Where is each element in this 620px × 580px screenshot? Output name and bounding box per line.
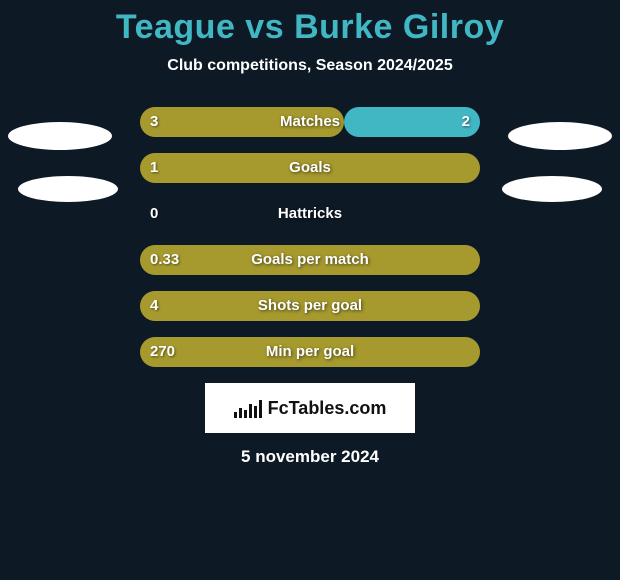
value-left: 270 [150, 337, 175, 367]
value-left: 1 [150, 153, 158, 183]
date-label: 5 november 2024 [0, 447, 620, 467]
stat-row: 0.33Goals per match [0, 245, 620, 275]
bar-left [140, 245, 480, 275]
value-right: 2 [462, 107, 470, 137]
bar-left [140, 153, 480, 183]
bar-left [140, 107, 344, 137]
value-left: 3 [150, 107, 158, 137]
value-left: 0 [150, 199, 158, 229]
stat-row: 4Shots per goal [0, 291, 620, 321]
value-left: 0.33 [150, 245, 179, 275]
bar-left [140, 291, 480, 321]
comparison-chart: 32Matches1Goals0Hattricks0.33Goals per m… [0, 107, 620, 367]
stat-row: 0Hattricks [0, 199, 620, 229]
stat-row: 270Min per goal [0, 337, 620, 367]
page-title: Teague vs Burke Gilroy [0, 0, 620, 47]
site-logo: FcTables.com [205, 383, 415, 433]
bar-left [140, 337, 480, 367]
stat-row: 1Goals [0, 153, 620, 183]
logo-text: FcTables.com [268, 398, 387, 419]
subtitle: Club competitions, Season 2024/2025 [0, 57, 620, 75]
value-left: 4 [150, 291, 158, 321]
bar-right [344, 107, 480, 137]
logo-bars-icon [234, 398, 262, 418]
stat-row: 32Matches [0, 107, 620, 137]
